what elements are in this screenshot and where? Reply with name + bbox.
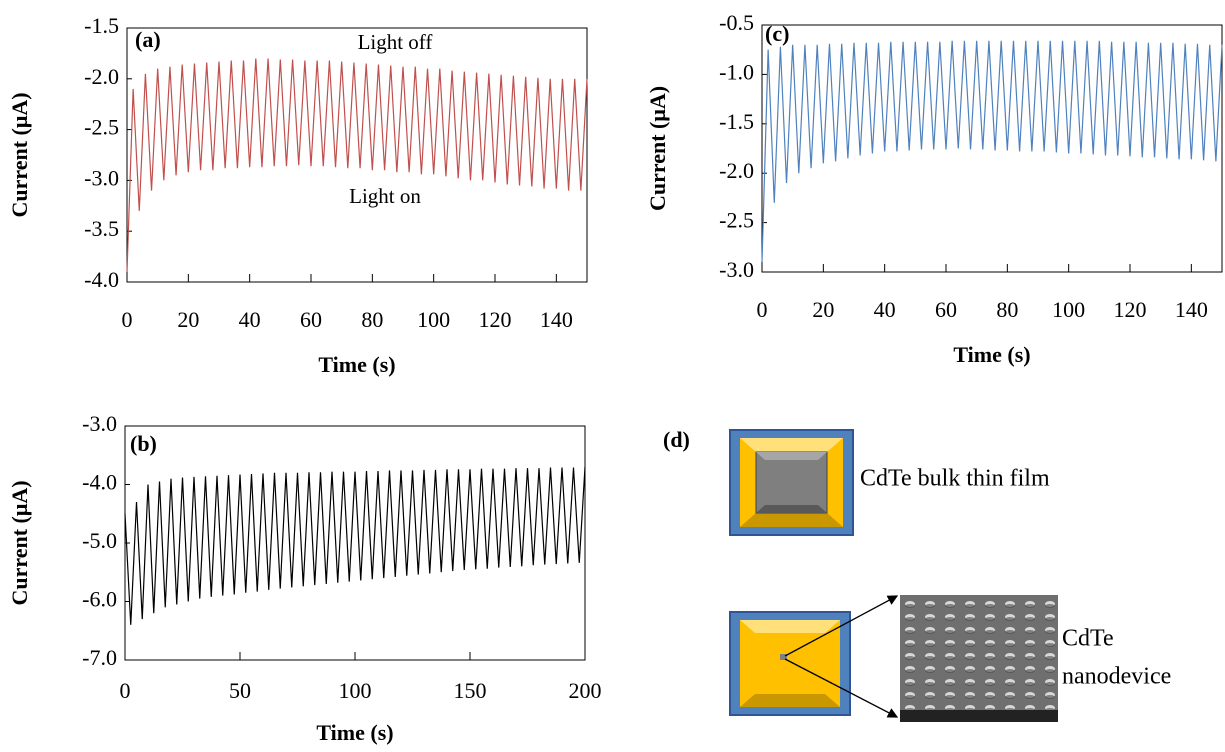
data-line xyxy=(124,466,586,625)
y-tick-label: -1.5 xyxy=(84,13,119,38)
x-axis-title: Time (s) xyxy=(318,352,395,377)
x-tick-label: 120 xyxy=(1114,297,1147,322)
device-label: CdTe xyxy=(1062,626,1114,652)
plot-frame xyxy=(761,24,1223,273)
x-axis-title: Time (s) xyxy=(316,720,393,745)
sem-image xyxy=(900,595,1058,722)
nano-device xyxy=(729,595,1058,722)
x-tick-label: 80 xyxy=(996,297,1018,322)
y-tick-label: -2.0 xyxy=(84,64,119,89)
panel-label: (b) xyxy=(130,431,157,456)
x-tick-label: 0 xyxy=(122,307,133,332)
x-tick-label: 140 xyxy=(1175,297,1208,322)
device-label: nanodevice xyxy=(1062,664,1171,690)
y-tick-label: -2.5 xyxy=(84,115,119,140)
x-tick-label: 20 xyxy=(177,307,199,332)
bulk-device xyxy=(729,429,854,536)
y-tick-label: -6.0 xyxy=(82,587,117,612)
x-tick-label: 60 xyxy=(935,297,957,322)
y-tick-label: -4.0 xyxy=(84,267,119,292)
x-tick-label: 100 xyxy=(339,678,372,703)
x-tick-label: 200 xyxy=(569,678,602,703)
y-tick-label: -3.5 xyxy=(84,216,119,241)
x-tick-label: 20 xyxy=(812,297,834,322)
y-tick-label: -4.0 xyxy=(82,470,117,495)
y-tick-label: -3.0 xyxy=(719,257,754,282)
y-axis-title: Current (μA) xyxy=(645,86,670,211)
y-tick-label: -3.0 xyxy=(84,165,119,190)
x-tick-label: 100 xyxy=(1052,297,1085,322)
y-tick-label: -0.5 xyxy=(719,10,754,35)
annotation: Light off xyxy=(358,30,433,54)
y-tick-label: -7.0 xyxy=(82,645,117,670)
y-tick-label: -5.0 xyxy=(82,528,117,553)
plot-frame xyxy=(126,27,588,283)
y-tick-label: -3.0 xyxy=(82,411,117,436)
x-tick-label: 100 xyxy=(417,307,450,332)
y-axis-title: Current (μA) xyxy=(7,92,32,217)
panel-label: (c) xyxy=(765,21,789,46)
data-line xyxy=(126,58,588,272)
annotation: Light on xyxy=(349,184,421,208)
x-tick-label: 80 xyxy=(361,307,383,332)
x-tick-label: 0 xyxy=(757,297,768,322)
x-tick-label: 60 xyxy=(300,307,322,332)
y-tick-label: -2.0 xyxy=(719,158,754,183)
y-tick-label: -1.0 xyxy=(719,59,754,84)
x-tick-label: 40 xyxy=(239,307,261,332)
x-tick-label: 50 xyxy=(229,678,251,703)
x-tick-label: 120 xyxy=(479,307,512,332)
y-tick-label: -1.5 xyxy=(719,109,754,134)
data-line xyxy=(761,40,1223,263)
x-axis-title: Time (s) xyxy=(953,342,1030,367)
plot-frame xyxy=(124,425,586,661)
panel-label: (a) xyxy=(135,27,161,52)
panel-label: (d) xyxy=(663,427,690,452)
y-tick-label: -2.5 xyxy=(719,208,754,233)
y-axis-title: Current (μA) xyxy=(7,480,32,605)
x-tick-label: 40 xyxy=(874,297,896,322)
x-tick-label: 0 xyxy=(120,678,131,703)
x-tick-label: 140 xyxy=(540,307,573,332)
device-label: CdTe bulk thin film xyxy=(860,466,1050,492)
x-tick-label: 150 xyxy=(454,678,487,703)
